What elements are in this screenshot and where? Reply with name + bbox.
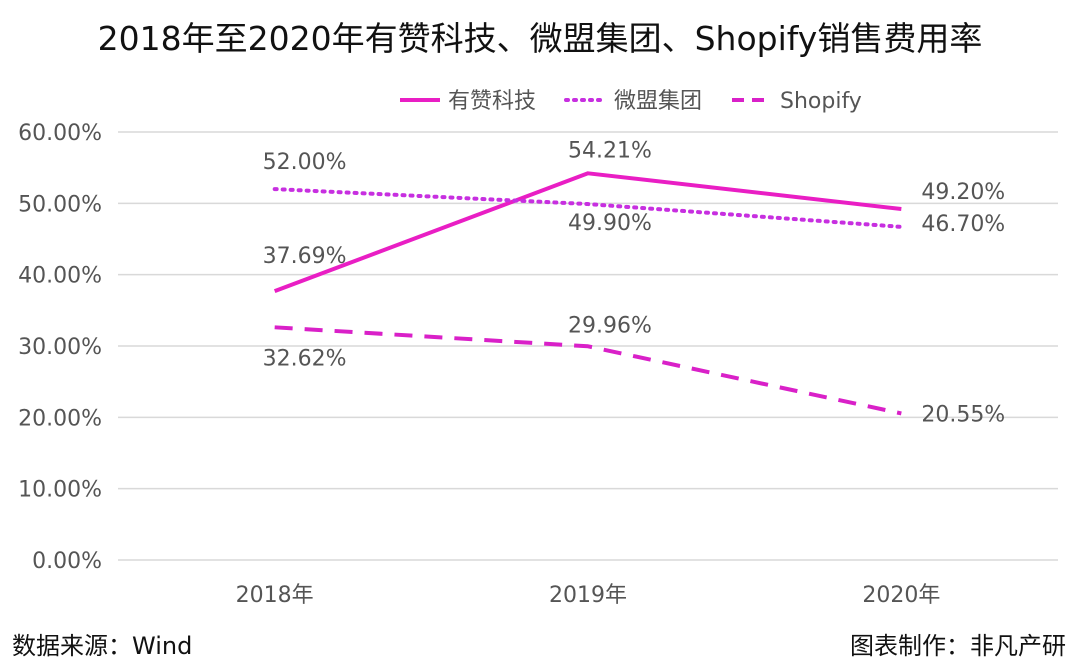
series-line <box>274 325 902 416</box>
data-label: 20.55% <box>921 402 1005 427</box>
y-tick-label: 10.00% <box>18 478 102 503</box>
data-label: 29.96% <box>568 313 652 338</box>
y-tick-label: 40.00% <box>18 264 102 289</box>
y-tick-label: 30.00% <box>18 335 102 360</box>
y-tick-label: 60.00% <box>18 121 102 146</box>
data-label: 52.00% <box>263 150 347 175</box>
data-label: 46.70% <box>921 212 1005 237</box>
legend-entry: Shopify <box>780 89 862 114</box>
chart-title: 2018年至2020年有赞科技、微盟集团、Shopify销售费用率 <box>97 19 983 58</box>
y-tick-label: 0.00% <box>32 549 102 574</box>
data-source: 数据来源：Wind <box>12 632 193 660</box>
series-line <box>273 171 902 294</box>
line-chart: 0.00% 10.00% 20.00% 30.00% 40.00% 50.00% 60.00… <box>18 89 1058 608</box>
data-label: 49.20% <box>921 180 1005 205</box>
data-label: 54.21% <box>568 138 652 163</box>
x-tick-label: 2019年 <box>549 583 627 608</box>
y-tick-label: 50.00% <box>18 192 102 217</box>
data-label: 49.90% <box>568 211 652 236</box>
chart-credit: 图表制作：非凡产研 <box>850 632 1066 660</box>
y-tick-label: 20.00% <box>18 406 102 431</box>
data-label: 32.62% <box>263 346 347 371</box>
data-label: 37.69% <box>263 244 347 269</box>
legend-entry: 微盟集团 <box>614 89 702 114</box>
x-tick-label: 2020年 <box>862 583 940 608</box>
legend-entry: 有赞科技 <box>448 89 536 114</box>
series-line <box>272 187 904 229</box>
x-tick-label: 2018年 <box>236 583 314 608</box>
